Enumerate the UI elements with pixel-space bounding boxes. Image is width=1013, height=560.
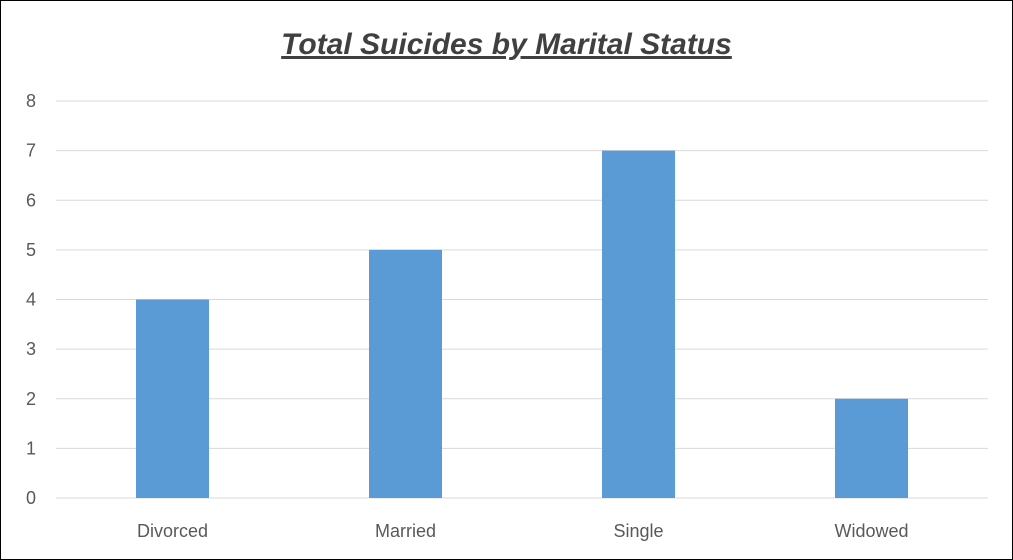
x-tick-label-single: Single	[613, 521, 663, 541]
y-tick-label-3: 3	[26, 339, 36, 359]
y-tick-label-4: 4	[26, 290, 36, 310]
y-tick-label-6: 6	[26, 190, 36, 210]
x-tick-label-divorced: Divorced	[137, 521, 208, 541]
x-tick-label-widowed: Widowed	[834, 521, 908, 541]
y-tick-label-5: 5	[26, 240, 36, 260]
bar-widowed	[835, 398, 908, 498]
y-tick-label-0: 0	[26, 488, 36, 508]
y-tick-label-2: 2	[26, 389, 36, 409]
y-tick-label-8: 8	[26, 91, 36, 111]
bar-married	[369, 249, 442, 498]
y-tick-label-1: 1	[26, 438, 36, 458]
bar-divorced	[136, 299, 209, 498]
bar-single	[602, 150, 675, 498]
x-tick-label-married: Married	[375, 521, 436, 541]
y-tick-label-7: 7	[26, 141, 36, 161]
chart-title: Total Suicides by Marital Status	[281, 28, 732, 61]
